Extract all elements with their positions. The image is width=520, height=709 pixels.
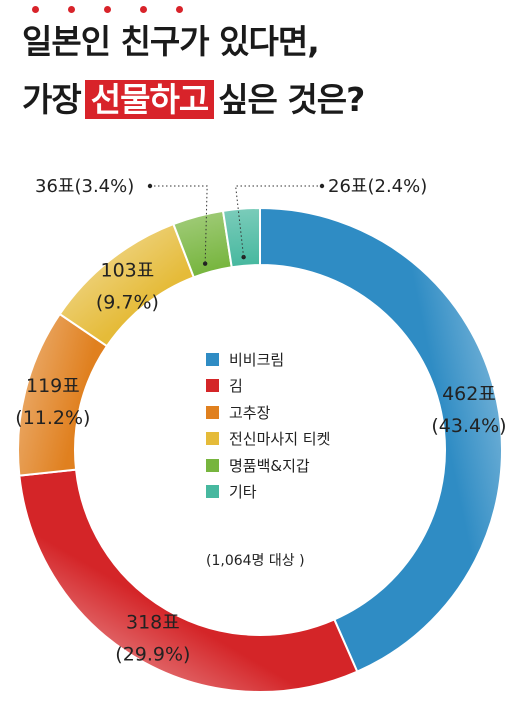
decoration-dot [104,6,111,13]
leader-end-dot [319,183,325,189]
donut-slice [259,206,503,673]
legend-label: 김 [229,377,243,396]
slice-data-label: 119표 [26,375,80,397]
legend-swatch [206,352,219,366]
legend-label: 전신마사지 티켓 [229,430,331,449]
legend-item: 명품백&지갑 [206,452,330,479]
leader-anchor-dot [202,261,208,266]
leader-line [235,185,322,258]
legend-swatch [206,458,219,472]
legend-swatch [206,405,219,419]
title-line-1: 일본인 친구가 있다면, [22,22,320,61]
title-highlight: 선물하고 [84,80,215,119]
leader-anchor-dot [241,254,246,260]
donut-slice [221,206,261,269]
decoration-dot [32,6,39,13]
sample-size-note: (1,064명 대상 ) [206,553,305,569]
decoration-dot [176,6,183,13]
legend-label: 기타 [229,483,257,502]
legend-swatch [206,432,219,446]
slice-data-label: 36표(3.4%) [35,176,134,197]
decoration-dot [68,6,75,13]
slice-data-label: 462표 [442,383,496,405]
donut-slice [58,222,196,348]
slice-data-label: (43.4%) [431,415,506,437]
title-line-2: 가장 선물하고 싶은 것은? [22,80,365,120]
slice-data-label: 103표 [101,260,155,282]
slice-data-label: (11.2%) [15,407,90,429]
decoration-dot [140,6,147,13]
title-suffix: 싶은 것은? [218,80,365,119]
legend-item: 기타 [206,479,330,506]
legend-item: 김 [206,373,330,400]
leader-end-dot [147,183,153,189]
slice-data-label: (29.9%) [115,644,190,666]
legend-swatch [206,485,219,499]
title-prefix: 가장 [22,80,82,119]
slice-data-label: 26표(2.4%) [328,176,427,197]
legend-label: 비비크림 [229,350,285,369]
legend-label: 고추장 [229,403,271,422]
legend-item: 고추장 [206,399,330,426]
slice-data-label: 318표 [126,612,180,634]
slice-data-label: (9.7%) [96,292,159,314]
legend-item: 전신마사지 티켓 [206,426,330,453]
legend-label: 명품백&지갑 [229,456,310,475]
leader-line [150,185,208,264]
legend-item: 비비크림 [206,346,330,373]
donut-slice [18,468,359,693]
legend-swatch [206,379,219,393]
